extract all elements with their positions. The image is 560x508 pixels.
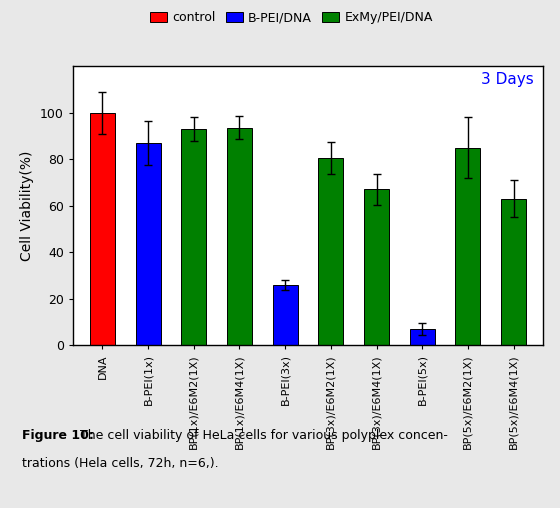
- Text: trations (Hela cells, 72h, n=6,).: trations (Hela cells, 72h, n=6,).: [22, 457, 219, 470]
- Bar: [227, 128, 252, 345]
- Bar: [364, 189, 389, 345]
- Bar: [455, 147, 480, 345]
- Text: The cell viability of HeLa cells for various polyplex concen-: The cell viability of HeLa cells for var…: [76, 429, 447, 442]
- Bar: [136, 143, 161, 345]
- Text: Figure 10:: Figure 10:: [22, 429, 94, 442]
- Bar: [181, 129, 207, 345]
- Bar: [501, 199, 526, 345]
- Legend: control, B-PEI/DNA, ExMy/PEI/DNA: control, B-PEI/DNA, ExMy/PEI/DNA: [147, 9, 435, 27]
- Bar: [409, 329, 435, 345]
- Bar: [90, 113, 115, 345]
- Text: 3 Days: 3 Days: [481, 72, 534, 87]
- Y-axis label: Cell Viability(%): Cell Viability(%): [20, 150, 34, 261]
- Bar: [318, 158, 343, 345]
- Bar: [273, 285, 298, 345]
